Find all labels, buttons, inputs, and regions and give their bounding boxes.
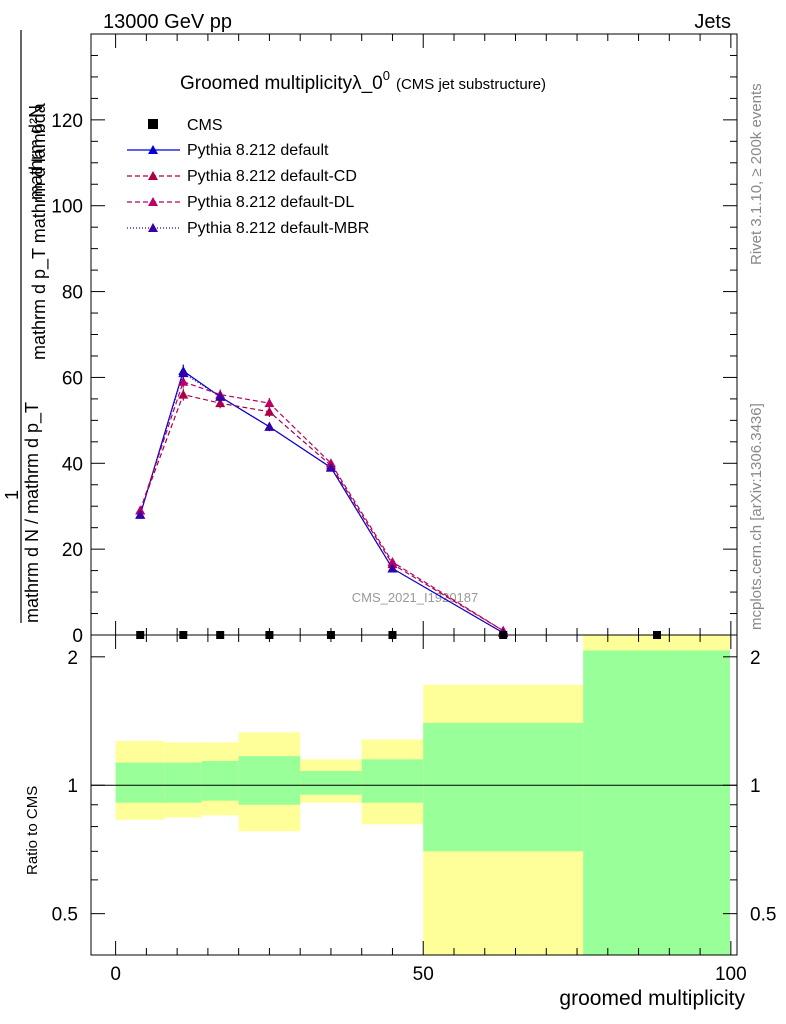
y-tick-label-20: 20 xyxy=(62,540,83,561)
band-inner-1 xyxy=(164,762,202,803)
x-tick-label-100: 100 xyxy=(715,964,747,985)
ratio-y-label: Ratio to CMS xyxy=(24,786,41,875)
y-tick-label-60: 60 xyxy=(62,368,83,389)
legend-label-mbr: Pythia 8.212 default-MBR xyxy=(187,220,369,237)
legend-marker-cms xyxy=(148,119,158,129)
band-inner-3 xyxy=(238,756,301,805)
ratio-frame xyxy=(90,634,738,956)
plot-title-main: Groomed multiplicityλ_0 xyxy=(180,73,383,94)
marker-cd-1 xyxy=(178,389,189,399)
marker-cd-2 xyxy=(215,398,226,408)
axis-tick-labels: 0 50 100 0 20 40 60 80 100 120 0.5 0.5 1 1 2 2 xyxy=(51,111,776,985)
y-tick-label-0: 0 xyxy=(72,626,83,647)
data-point-6 xyxy=(499,631,508,639)
legend-marker-default xyxy=(148,145,158,154)
marker-mbr-4 xyxy=(325,462,336,472)
header-left: 13000 GeV pp xyxy=(103,11,232,33)
legend-label-dl: Pythia 8.212 default-DL xyxy=(187,194,354,211)
marker-mbr-2 xyxy=(215,391,226,401)
header-right: Jets xyxy=(694,11,731,33)
y-label-denominator: mathrm d p_T mathrm d lambda xyxy=(29,102,50,360)
ry-tick-label-l-0.5: 0.5 xyxy=(52,905,78,926)
data-point-3 xyxy=(265,631,274,639)
y-tick-label-80: 80 xyxy=(62,283,83,304)
legend-label-cd: Pythia 8.212 default-CD xyxy=(187,168,357,185)
marker-mbr-5 xyxy=(387,563,398,573)
y-label-numerator: mathrm d²N xyxy=(26,105,46,200)
marker-dl-5 xyxy=(387,557,398,567)
marker-mbr-0 xyxy=(135,509,146,519)
mcplots-label: mcplots.cern.ch [arXiv:1306.3436] xyxy=(748,403,765,630)
legend-label-cms: CMS xyxy=(187,117,223,134)
axis-ticks xyxy=(91,34,737,955)
ry-tick-label-l-1: 1 xyxy=(67,776,78,797)
band-inner-0 xyxy=(115,762,165,803)
watermark: CMS_2021_I1920187 xyxy=(352,590,479,605)
band-inner-4 xyxy=(300,770,362,795)
legend-marker-mbr xyxy=(148,223,158,232)
legend-marker-cd xyxy=(148,171,158,180)
legend-label-default: Pythia 8.212 default xyxy=(187,142,329,159)
legend-marker-dl xyxy=(148,197,158,206)
band-inner-2 xyxy=(201,760,239,801)
ry-tick-label-r-0.5: 0.5 xyxy=(750,905,776,926)
main-y-label: mathrm d N / mathrm d p_T 1 mathrm d p_T… xyxy=(2,30,50,623)
band-inner-5 xyxy=(361,759,424,803)
band-inner-7 xyxy=(583,650,730,955)
plot-title: Groomed multiplicityλ_00 (CMS jet substru… xyxy=(180,68,546,94)
x-tick-label-50: 50 xyxy=(413,964,434,985)
data-point-4 xyxy=(326,631,335,639)
y-tick-label-40: 40 xyxy=(62,454,83,475)
data-point-7 xyxy=(653,631,662,639)
ry-tick-label-r-2: 2 xyxy=(750,648,761,669)
data-point-2 xyxy=(216,631,225,639)
marker-mbr-1 xyxy=(178,368,189,378)
rivet-label: Rivet 3.1.10, ≥ 200k events xyxy=(748,83,765,265)
ry-tick-label-l-2: 2 xyxy=(67,648,78,669)
data-point-1 xyxy=(179,631,188,639)
marker-cd-3 xyxy=(264,406,275,416)
y-tick-label-120: 120 xyxy=(51,111,83,132)
band-inner-6 xyxy=(423,722,584,852)
data-points xyxy=(136,631,662,639)
marker-mbr-3 xyxy=(264,421,275,431)
marker-dl-1 xyxy=(178,376,189,386)
x-tick-label-0: 0 xyxy=(110,964,121,985)
marker-dl-3 xyxy=(264,398,275,408)
data-point-0 xyxy=(136,631,145,639)
x-axis-label: groomed multiplicity xyxy=(559,987,745,1010)
data-point-5 xyxy=(388,631,397,639)
y-label-prefix-den: mathrm d N / mathrm d p_T xyxy=(22,402,43,623)
y-label-prefix-num: 1 xyxy=(2,490,22,500)
y-tick-label-100: 100 xyxy=(51,197,83,218)
ry-tick-label-r-1: 1 xyxy=(750,776,761,797)
legend: CMS Pythia 8.212 default Pythia 8.212 defa… xyxy=(127,117,369,237)
plot-title-sub: (CMS jet substructure) xyxy=(396,76,546,93)
ratio-bands xyxy=(115,635,730,955)
plot-title-sup: 0 xyxy=(383,68,390,83)
